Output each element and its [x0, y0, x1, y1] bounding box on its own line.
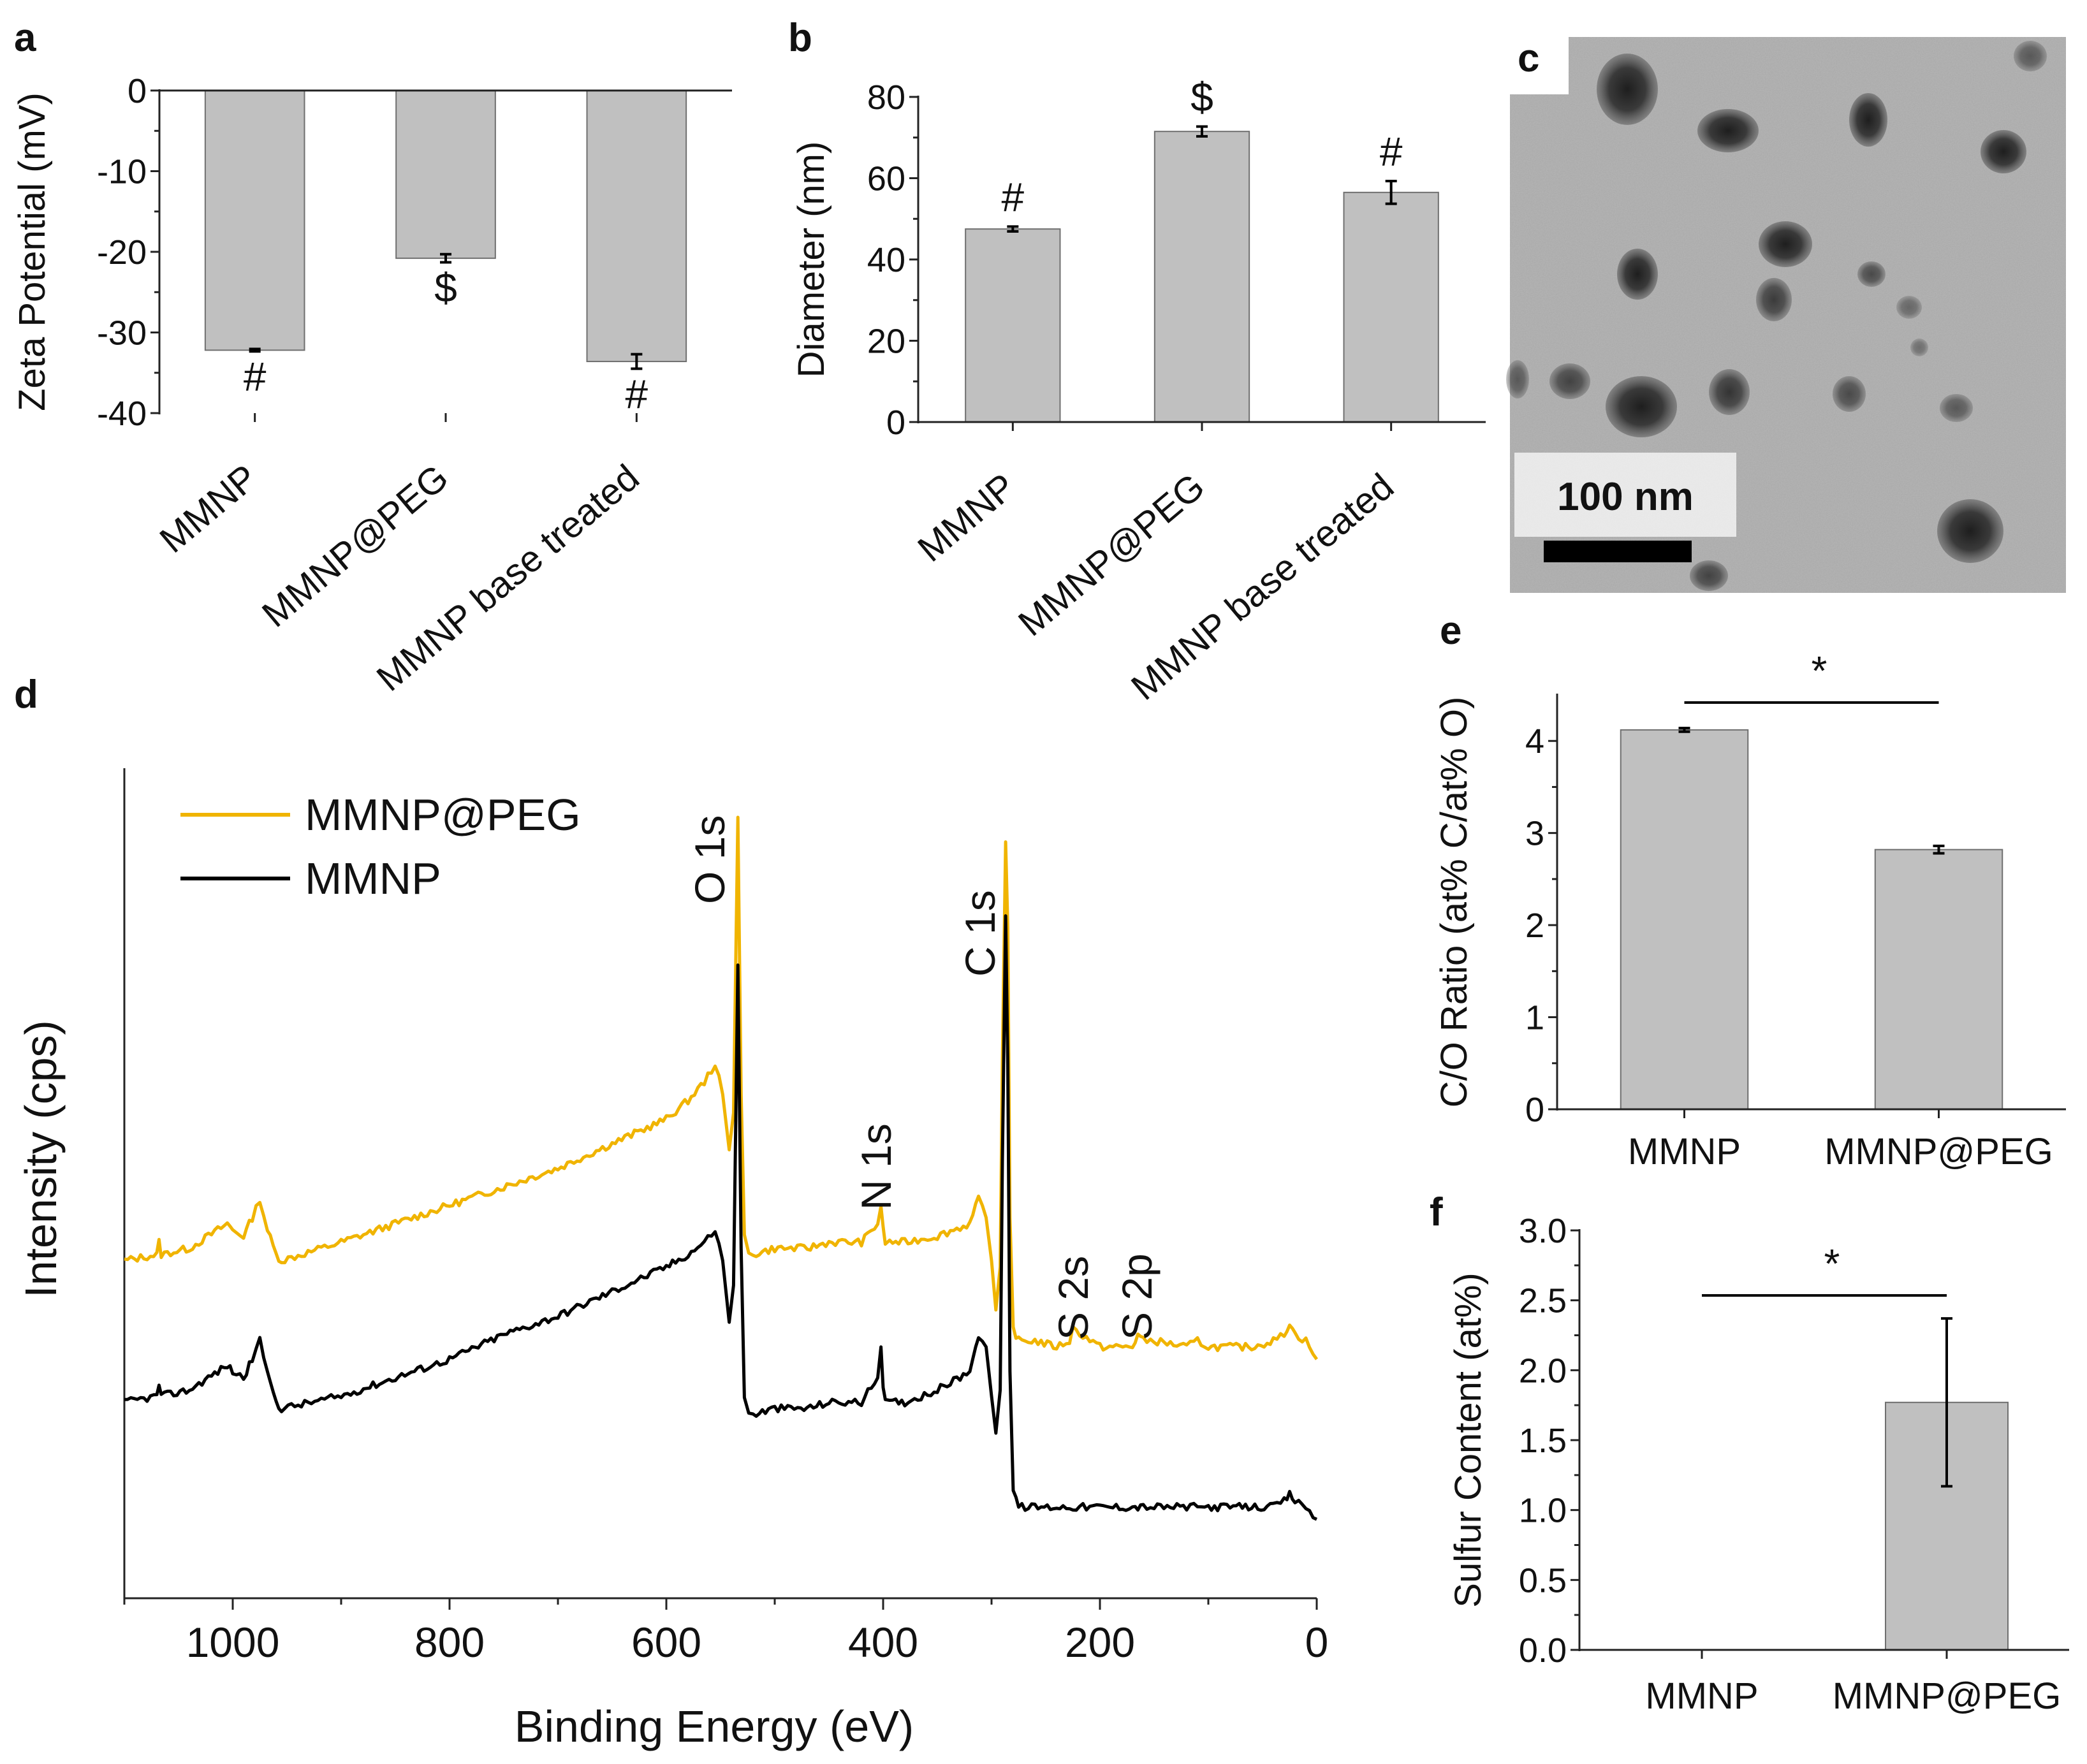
bar-mmnp [965, 228, 1061, 423]
y-tick-label: 4 [1525, 722, 1544, 761]
category-label: MMNP@PEG [1833, 1675, 2061, 1717]
significance-mark: # [626, 371, 648, 417]
y-tick-label: 2.5 [1519, 1282, 1567, 1320]
peak-label: O 1s [686, 815, 733, 904]
y-tick-label: 40 [867, 241, 905, 279]
y-axis-label: Zeta Potential (mV) [11, 92, 53, 411]
significance-mark: # [1002, 174, 1025, 220]
significance-asterisk: * [1824, 1241, 1840, 1287]
y-tick-label: 0 [128, 72, 147, 110]
scale-bar [1544, 541, 1692, 562]
y-tick-label: 0.0 [1519, 1631, 1567, 1670]
y-tick-label: 1 [1525, 999, 1544, 1037]
y-tick-label: 0.5 [1519, 1561, 1567, 1600]
xps-survey-chart: 1000 800 600 400 200 0 Binding Energy (eV) Inte… [16, 768, 1328, 1751]
bar-mmnp [1620, 729, 1749, 1110]
category-label: MMNP@PEG [1011, 465, 1212, 644]
panel-label-c: c [1518, 36, 1539, 80]
legend-label: MMNP@PEG [305, 790, 581, 840]
y-tick-label: 0 [886, 404, 905, 442]
y-tick-label: 0 [1525, 1091, 1544, 1129]
x-axis-label: Binding Energy (eV) [515, 1702, 914, 1751]
category-label: MMNP@PEG [254, 456, 456, 635]
x-tick-label: 200 [1065, 1619, 1135, 1666]
significance-mark: $ [434, 265, 457, 310]
panel-d: d 1000 800 600 400 200 0 Binding Energy (eV) In… [14, 673, 1328, 1751]
panel-f: f 0.0 0.5 1.0 1.5 2.0 2.5 3.0 MMNP MMNP@PEG Sulfu… [1430, 1190, 2069, 1717]
y-tick-label: -10 [97, 153, 147, 191]
panel-label-a: a [14, 16, 36, 60]
panel-c: c 100 nm [1506, 36, 2066, 593]
panel-label-d: d [14, 673, 38, 717]
category-label: MMNP [910, 465, 1023, 570]
y-tick-label: 80 [867, 78, 905, 117]
peak-label: S 2p [1113, 1253, 1161, 1340]
scale-bar-label: 100 nm [1557, 475, 1694, 519]
nanoparticles [1506, 41, 2047, 591]
y-tick-label: 3.0 [1519, 1212, 1567, 1250]
peak-label: S 2s [1050, 1256, 1097, 1340]
y-tick-label: -20 [97, 233, 147, 272]
bar-mmnp-base-treated [586, 90, 687, 363]
panel-label-b: b [788, 16, 812, 60]
peak-label: C 1s [956, 890, 1004, 977]
x-tick-label: 600 [631, 1619, 701, 1666]
series-line-mmnp-peg [124, 815, 1319, 1360]
sulfur-content-chart: 0.0 0.5 1.0 1.5 2.0 2.5 3.0 MMNP MMNP@PEG Sulfur … [1447, 1212, 2069, 1717]
y-axis-label: Sulfur Content (at%) [1447, 1272, 1489, 1607]
significance-mark: $ [1190, 75, 1213, 120]
scale-label-box [1514, 453, 1736, 537]
y-tick-label: 2 [1525, 907, 1544, 945]
significance-mark: # [1380, 129, 1403, 175]
tem-image: c 100 nm [1506, 36, 2066, 593]
y-tick-label: 2.0 [1519, 1352, 1567, 1390]
category-label: MMNP [1645, 1675, 1758, 1717]
y-tick-label: 20 [867, 323, 905, 361]
x-tick-label: 400 [848, 1619, 918, 1666]
x-tick-label: 800 [414, 1619, 485, 1666]
bar-mmnp-base-treated [1343, 191, 1439, 423]
category-label: MMNP [152, 456, 265, 561]
x-tick-label: 0 [1305, 1619, 1329, 1666]
y-tick-label: 1.0 [1519, 1492, 1567, 1530]
panel-label-e: e [1440, 609, 1461, 653]
bar-mmnp-peg [1153, 131, 1250, 423]
bar-mmnp-peg [395, 90, 496, 259]
y-tick-label: 1.5 [1519, 1422, 1567, 1460]
bar-mmnp [204, 90, 305, 351]
legend-label: MMNP [305, 854, 441, 903]
bar-mmnp-peg [1874, 849, 2003, 1110]
y-axis-label: C/O Ratio (at% C/at% O) [1433, 697, 1475, 1108]
significance-mark: # [244, 354, 267, 400]
category-label: MMNP@PEG [1824, 1131, 2053, 1172]
y-tick-label: -40 [97, 395, 147, 433]
y-tick-label: 60 [867, 160, 905, 198]
x-tick-label: 1000 [186, 1619, 280, 1666]
peak-label: N 1s [853, 1123, 900, 1210]
y-axis-label: Diameter (nm) [791, 142, 832, 378]
panel-e: e 0 1 2 3 4 MMNP MMNP@PEG C/O Ratio (at% C/at% … [1433, 609, 2066, 1172]
y-axis-label: Intensity (cps) [16, 1020, 66, 1298]
significance-asterisk: * [1812, 648, 1827, 694]
series-line-mmnp [124, 914, 1318, 1521]
category-label: MMNP [1628, 1131, 1741, 1172]
panel-label-f: f [1430, 1190, 1443, 1234]
y-tick-label: 3 [1525, 815, 1544, 853]
co-ratio-chart: 0 1 2 3 4 MMNP MMNP@PEG C/O Ratio (at% C/at% O)… [1433, 648, 2066, 1172]
y-tick-label: -30 [97, 314, 147, 353]
